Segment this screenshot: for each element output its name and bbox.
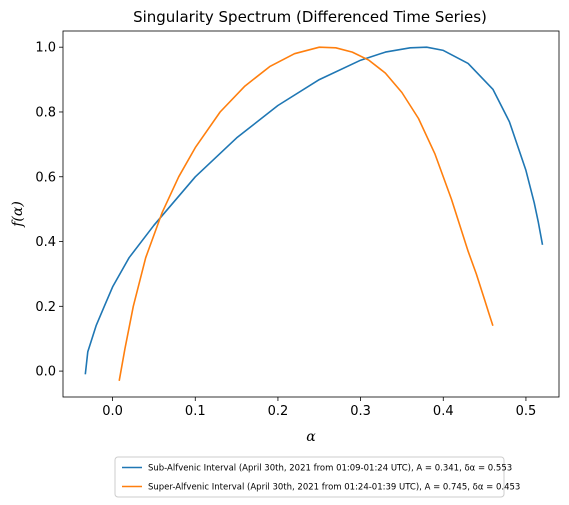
legend: Sub-Alfvenic Interval (April 30th, 2021 … [114,456,520,498]
legend-label-super-alfvenic: Super-Alfvenic Interval (April 30th, 202… [148,483,520,493]
y-tick-label: 0.0 [35,365,56,380]
y-tick-label: 0.2 [35,300,56,315]
y-tick-label: 1.0 [35,41,56,56]
series-layer [84,46,544,381]
x-tick-label: 0.4 [433,404,454,419]
x-tick-label: 0.2 [268,404,289,419]
plot-frame [62,30,560,398]
y-axis: 0.0 0.2 0.4 0.6 0.8 1.0 [35,41,63,380]
y-tick-label: 0.6 [35,170,56,185]
x-tick-label: 0.5 [516,404,537,419]
series-line-0 [84,46,544,375]
series-line-1 [118,46,494,381]
chart-title: Singularity Spectrum (Differenced Time S… [133,8,487,26]
x-tick-label: 0.0 [102,404,123,419]
y-tick-label: 0.4 [35,235,56,250]
x-axis-title: α [306,429,316,445]
x-axis: 0.0 0.1 0.2 0.3 0.4 0.5 [102,397,536,419]
y-axis-title: f(α) [10,201,26,228]
x-tick-label: 0.3 [350,404,371,419]
legend-frame [114,456,505,498]
legend-label-sub-alfvenic: Sub-Alfvenic Interval (April 30th, 2021 … [148,464,512,474]
y-tick-label: 0.8 [35,105,56,120]
x-tick-label: 0.1 [185,404,206,419]
